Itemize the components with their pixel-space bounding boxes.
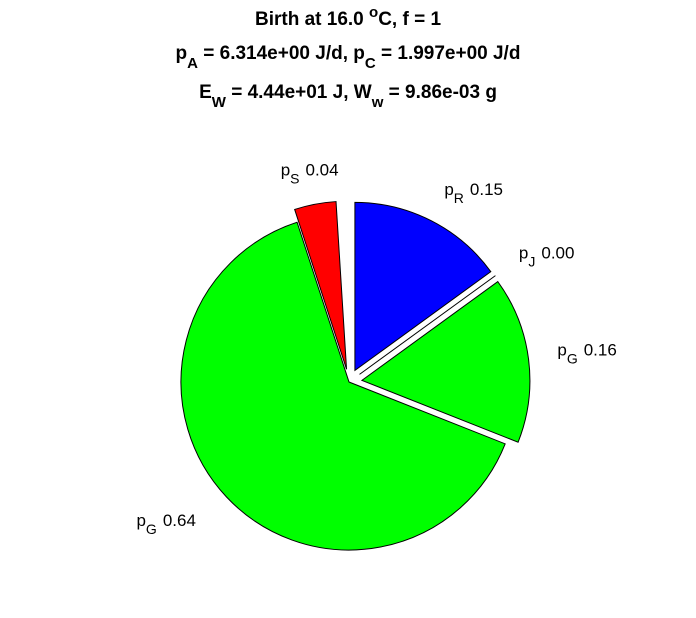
title-part: Birth at 16.0 xyxy=(255,9,369,30)
title-part: A xyxy=(187,55,198,72)
title-part: p xyxy=(176,43,188,64)
slice-label-symbol: p xyxy=(444,180,453,199)
slice-label-sub: G xyxy=(146,521,157,537)
title-part: = 1.997e+00 J/d xyxy=(376,43,521,64)
chart-title: EW = 4.44e+01 J, Ww = 9.86e-03 g xyxy=(199,82,497,111)
slice-label-symbol: p xyxy=(557,341,566,360)
slice-label-symbol: p xyxy=(136,511,145,530)
chart-title: pA = 6.314e+00 J/d, pC = 1.997e+00 J/d xyxy=(176,43,521,72)
title-part: w xyxy=(371,94,384,111)
title-part: E xyxy=(199,82,212,103)
pie-slice xyxy=(360,280,531,443)
title-part: C xyxy=(365,55,376,72)
title-part: = 4.44e+01 J, W xyxy=(226,82,372,103)
pie-slice xyxy=(354,201,492,372)
slice-value-label: 0.16 xyxy=(584,341,617,360)
pie-slice xyxy=(180,221,506,551)
slice-label: pJ 0.00 xyxy=(519,244,575,270)
slice-label-sub: R xyxy=(454,190,464,206)
chart-title: Birth at 16.0 oC, f = 1 xyxy=(255,4,441,31)
pie-slice xyxy=(294,201,348,370)
title-part: C, f = 1 xyxy=(378,9,441,30)
slice-value-label: 0.04 xyxy=(306,161,339,180)
slice-label-sub: S xyxy=(290,171,299,187)
slice-value-label: 0.64 xyxy=(163,511,196,530)
slice-label-symbol: p xyxy=(519,244,528,263)
slice-label-symbol: p xyxy=(281,161,290,180)
slice-value-label: 0.00 xyxy=(541,244,574,263)
slice-label: pR 0.15 xyxy=(444,180,503,206)
title-part: = 9.86e-03 g xyxy=(383,82,497,103)
slice-label: pG 0.16 xyxy=(557,341,616,367)
title-part: = 6.314e+00 J/d, p xyxy=(198,43,365,64)
title-part: W xyxy=(212,94,227,111)
slice-label: pG 0.64 xyxy=(136,511,195,537)
title-part: o xyxy=(369,4,378,21)
pie-slice xyxy=(359,275,496,375)
slice-label-sub: G xyxy=(567,351,578,367)
slice-label: pS 0.04 xyxy=(281,161,339,187)
slice-label-sub: J xyxy=(528,254,535,270)
slice-value-label: 0.15 xyxy=(470,180,503,199)
